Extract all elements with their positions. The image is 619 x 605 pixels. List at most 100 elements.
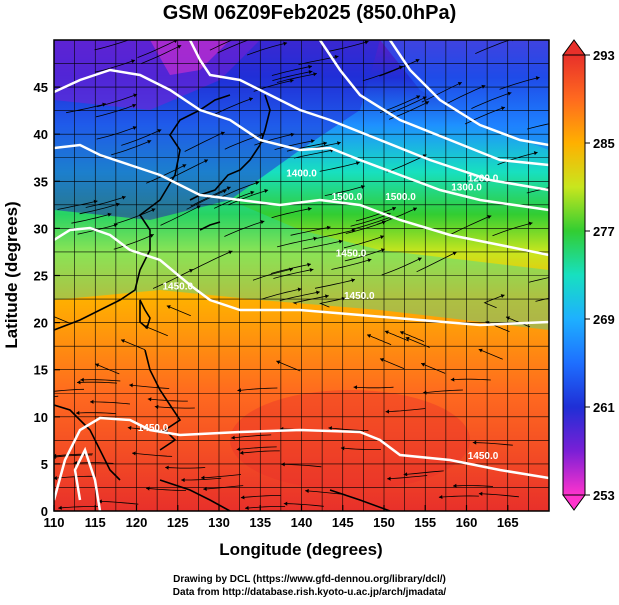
footer-credit-data: Data from http://database.rish.kyoto-u.a… bbox=[172, 587, 447, 598]
streamline bbox=[324, 185, 365, 196]
streamline bbox=[452, 485, 494, 487]
streamline bbox=[272, 70, 313, 81]
streamline-arrow bbox=[457, 81, 462, 86]
contour-label: 1500.0 bbox=[385, 192, 416, 203]
streamline-arrow bbox=[367, 334, 372, 338]
streamline-arrow bbox=[149, 233, 154, 238]
streamline bbox=[240, 495, 281, 499]
y-tick-label: 5 bbox=[41, 457, 48, 472]
streamline bbox=[343, 235, 385, 249]
streamline-arrow bbox=[283, 41, 288, 46]
streamline-arrow bbox=[438, 494, 443, 500]
streamline-arrow bbox=[485, 321, 490, 325]
streamline bbox=[319, 161, 360, 172]
streamline-arrow bbox=[133, 93, 138, 98]
streamline bbox=[478, 493, 519, 498]
streamline-arrow bbox=[290, 132, 295, 137]
streamline-arrow bbox=[151, 208, 156, 213]
streamline-arrow bbox=[246, 32, 250, 36]
y-tick-label: 10 bbox=[34, 410, 48, 425]
streamline bbox=[224, 133, 265, 150]
streamline bbox=[379, 95, 421, 113]
colorbar-label: 269 bbox=[593, 312, 615, 327]
streamline bbox=[186, 189, 227, 210]
streamline-arrow bbox=[336, 141, 341, 146]
streamline-arrow bbox=[305, 488, 309, 493]
streamline bbox=[362, 65, 404, 82]
streamline-arrow bbox=[132, 126, 137, 130]
contour-label: 1500.0 bbox=[332, 192, 363, 203]
streamline bbox=[231, 434, 272, 439]
streamline bbox=[528, 277, 549, 283]
streamline bbox=[98, 500, 139, 505]
x-tick-label: 145 bbox=[332, 515, 354, 530]
streamline bbox=[239, 450, 280, 454]
streamline-arrow bbox=[472, 440, 477, 445]
streamline bbox=[85, 196, 126, 208]
streamline-arrow bbox=[240, 495, 245, 500]
streamline-arrow bbox=[98, 499, 102, 504]
y-axis-ticks: 0 5 10 15 20 25 30 35 40 45 bbox=[34, 80, 60, 519]
streamline bbox=[485, 321, 510, 333]
x-tick-label: 155 bbox=[414, 515, 436, 530]
streamline bbox=[80, 379, 121, 382]
streamline-arrow bbox=[250, 190, 255, 195]
streamline bbox=[75, 412, 116, 414]
contour-label: 1450.0 bbox=[138, 423, 169, 434]
streamline-arrow bbox=[18, 398, 22, 402]
streamline-arrow bbox=[127, 425, 132, 430]
streamline bbox=[387, 475, 428, 480]
streamline-arrow bbox=[93, 199, 98, 204]
streamline-arrow bbox=[528, 221, 533, 226]
streamline bbox=[271, 65, 312, 76]
streamline-arrow bbox=[421, 362, 426, 367]
geopotential-contours bbox=[54, 40, 549, 511]
streamline-arrow bbox=[228, 250, 233, 255]
streamline bbox=[58, 506, 99, 509]
streamline-arrow bbox=[80, 377, 84, 382]
streamline bbox=[344, 248, 385, 262]
streamline bbox=[141, 45, 182, 64]
coastlines bbox=[54, 94, 391, 511]
colorbar-label: 277 bbox=[593, 224, 615, 239]
streamline-arrow bbox=[328, 426, 333, 431]
streamline-arrow bbox=[399, 330, 404, 335]
streamline-arrow bbox=[181, 477, 185, 483]
streamline-arrow bbox=[450, 377, 455, 382]
streamline bbox=[271, 207, 312, 219]
streamline bbox=[328, 427, 369, 432]
streamline bbox=[160, 205, 201, 226]
streamline bbox=[79, 203, 120, 215]
streamline-arrow bbox=[121, 195, 126, 200]
streamline bbox=[184, 131, 225, 152]
map-title: GSM 06Z09Feb2025 (850.0hPa) bbox=[162, 2, 457, 24]
streamline bbox=[276, 237, 318, 248]
streamline bbox=[403, 470, 444, 475]
streamline bbox=[526, 187, 549, 194]
streamline-arrow bbox=[220, 131, 225, 136]
x-axis-title: Longitude (degrees) bbox=[219, 540, 382, 559]
streamline bbox=[302, 240, 343, 250]
streamline-arrow bbox=[405, 336, 410, 341]
streamline-arrow bbox=[132, 103, 137, 108]
streamline bbox=[54, 388, 85, 392]
y-tick-label: 30 bbox=[34, 221, 48, 236]
streamline-arrow bbox=[44, 390, 48, 394]
streamline-arrow bbox=[380, 358, 384, 362]
streamline-arrow bbox=[417, 257, 422, 262]
streamline bbox=[192, 250, 233, 271]
streamline-arrow bbox=[478, 348, 483, 353]
x-tick-label: 130 bbox=[208, 515, 230, 530]
streamline bbox=[328, 41, 369, 52]
streamline-arrow bbox=[165, 465, 169, 470]
streamline bbox=[283, 503, 324, 507]
streamline bbox=[421, 81, 462, 103]
x-tick-label: 115 bbox=[85, 515, 106, 530]
streamline bbox=[422, 389, 463, 394]
streamline-arrow bbox=[422, 96, 427, 101]
streamline-arrow bbox=[487, 215, 492, 219]
x-tick-label: 120 bbox=[126, 515, 148, 530]
streamline bbox=[166, 305, 191, 317]
streamline bbox=[353, 386, 394, 389]
